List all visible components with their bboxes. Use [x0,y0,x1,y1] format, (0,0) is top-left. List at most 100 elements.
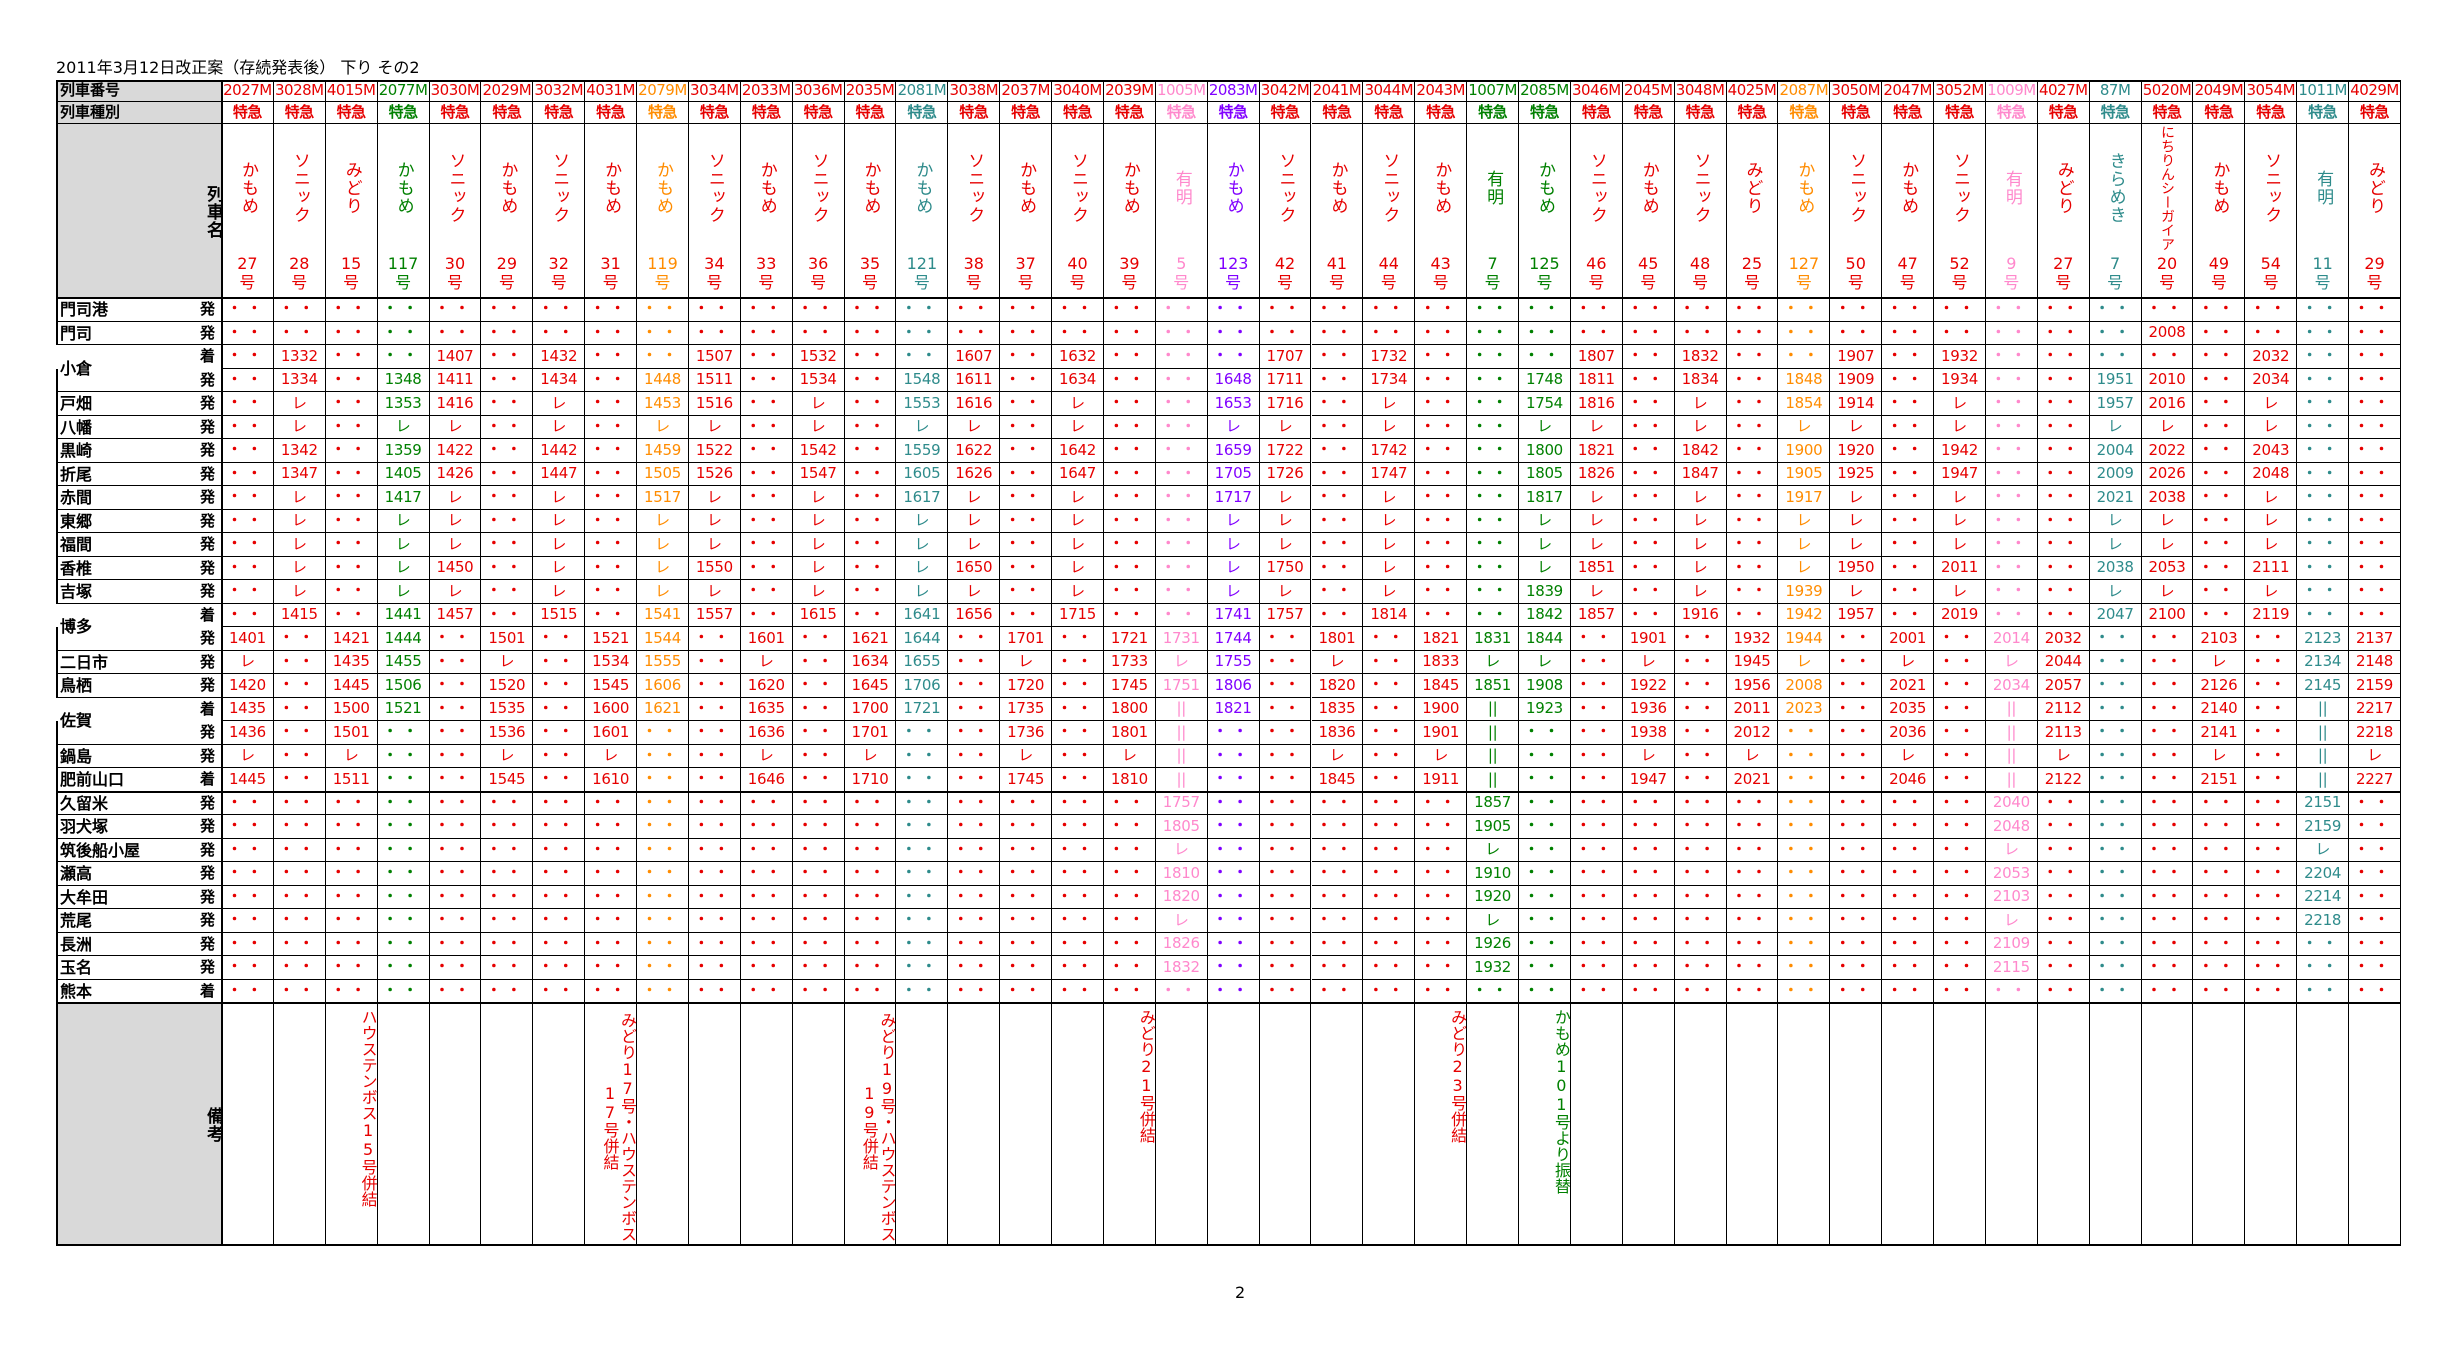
time-cell: 1944 [1778,627,1831,651]
time-cell: レ [533,486,586,510]
train-gou: 43 号 [1415,254,1466,292]
remark-cell [1570,1003,1623,1245]
train-name-cell: 有明 9 号 [1985,124,2038,298]
time-cell: 1500 [325,697,378,721]
train-type-cell: 特急 [1000,102,1053,124]
train-name-cell: ソニック 30 号 [429,124,482,298]
time-cell: 1733 [1103,650,1156,674]
time-cell: ・・ [1985,462,2038,486]
train-number-cell: 3032M [533,80,586,102]
time-cell: 2119 [2245,603,2298,627]
time-cell: ・・ [1311,462,1364,486]
time-cell: ・・ [2193,862,2246,886]
remark-cell [2141,1003,2194,1245]
time-cell: ・・ [1415,509,1468,533]
time-cell: ・・ [1622,392,1675,416]
time-cell: ・・ [2245,627,2298,651]
time-cell: ・・ [792,744,845,768]
time-cell: 2053 [1985,862,2038,886]
station-kind: 発 [199,911,215,929]
time-cell: 2008 [2141,321,2194,345]
time-cell: ・・ [377,321,430,345]
time-cell: ・・ [1778,721,1831,745]
train-name: かもめ [1534,161,1555,215]
time-cell: ・・ [1622,439,1675,463]
time-cell: レ [1726,744,1779,768]
time-cell: ・・ [1363,791,1416,815]
time-cell: ・・ [481,556,534,580]
time-cell: ・・ [1570,862,1623,886]
time-cell: レ [896,580,949,604]
gou-number: 29 [496,254,517,273]
time-cell: ・・ [1778,979,1831,1003]
train-name: 有明 [1171,170,1192,206]
train-gou: 119 号 [637,254,688,292]
time-cell: ・・ [1363,744,1416,768]
time-cell: ・・ [740,580,793,604]
time-cell: 1905 [1778,462,1831,486]
time-cell: 2038 [2141,486,2194,510]
time-cell: 2014 [1985,627,2038,651]
station-name: 鍋島 [60,746,93,766]
time-cell: ・・ [2193,885,2246,909]
time-cell: ・・ [1882,462,1935,486]
time-cell: ・・ [1467,415,1520,439]
gou-suffix: 号 [239,273,256,293]
time-cell: ・・ [637,298,689,322]
remark-cell [1259,1003,1312,1245]
time-cell: ・・ [1934,298,1986,322]
time-cell: ・・ [844,556,897,580]
gou-number: 33 [756,254,777,273]
time-cell: ・・ [429,321,482,345]
station-kind: 発 [199,558,215,577]
time-cell: レ [688,486,741,510]
time-cell: レ [1363,556,1416,580]
train-gou: 15 号 [326,254,377,292]
time-cell: レ [1674,580,1727,604]
time-cell: ・・ [1519,979,1571,1003]
station-row-label: 博多着 [56,603,222,635]
time-cell: ・・ [2297,956,2350,980]
time-cell: ・・ [1155,345,1208,369]
time-cell: 1634 [844,650,897,674]
time-cell: レ [637,533,689,557]
time-cell: ・・ [2349,415,2401,439]
station-row-label: 熊本着 [56,979,222,1003]
time-cell: ・・ [585,979,638,1003]
time-cell: ・・ [1622,838,1675,862]
time-cell: ・・ [1985,603,2038,627]
train-type-cell: 特急 [2037,102,2090,124]
time-cell: レ [2089,509,2142,533]
time-cell: ・・ [1726,298,1779,322]
gou-suffix: 号 [1640,273,1657,293]
timetable-grid: 列車番号 2027M 3028M 4015M 2077M 3030M 2029M 3032M 4… [56,80,2401,1258]
time-cell: 1550 [688,556,741,580]
time-cell: 1557 [688,603,741,627]
time-cell: ・・ [896,956,949,980]
train-name: かもめ [497,161,518,215]
time-cell: ・・ [740,838,793,862]
time-cell: レ [1207,509,1260,533]
time-cell: ・・ [948,650,1001,674]
time-cell: 1807 [1570,345,1623,369]
station-name: 博多 [60,617,93,637]
time-cell: ・・ [2089,815,2142,839]
gou-number: 5 [1176,254,1187,273]
train-gou: 36 号 [793,254,844,292]
time-cell: || [1467,721,1520,745]
time-cell: || [1985,697,2038,721]
time-cell: ・・ [1363,956,1416,980]
time-cell: レ [740,650,793,674]
time-cell: ・・ [1052,838,1104,862]
time-cell: レ [2245,509,2298,533]
time-cell: ・・ [1259,956,1312,980]
time-cell: ・・ [1363,768,1416,792]
time-cell: 1757 [1259,603,1312,627]
time-cell: ・・ [2141,627,2194,651]
remark-cell [1934,1003,1986,1245]
train-number-cell: 2035M [844,80,897,102]
time-cell: ・・ [325,932,378,956]
time-cell: ・・ [637,979,689,1003]
train-name: ソニック [289,152,310,224]
time-cell: ・・ [2037,368,2090,392]
